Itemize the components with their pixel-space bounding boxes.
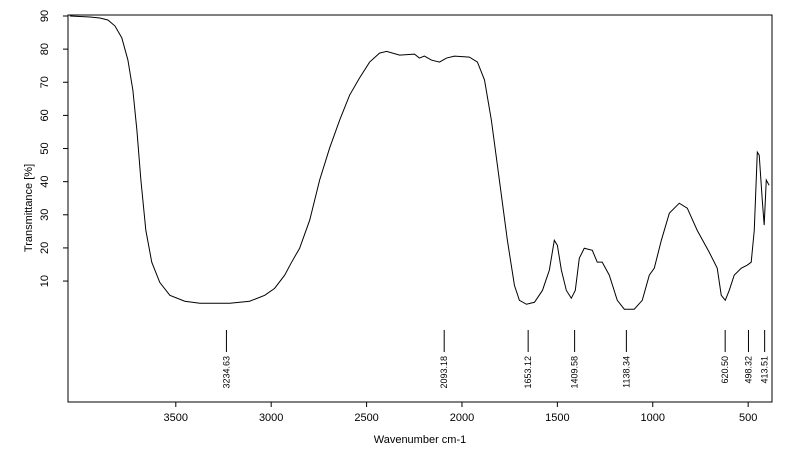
peak-label: 1653.12	[523, 356, 533, 389]
y-tick-label: 40	[39, 176, 51, 188]
y-tick-label: 20	[39, 242, 51, 254]
y-tick-label: 90	[39, 10, 51, 22]
x-tick-label: 3000	[259, 412, 283, 424]
x-tick-label: 1000	[641, 412, 665, 424]
y-tick-label: 80	[39, 43, 51, 55]
x-tick-label: 500	[739, 412, 757, 424]
y-tick-label: 10	[39, 275, 51, 287]
peak-label: 620.50	[720, 356, 730, 384]
peak-label: 1409.58	[570, 356, 580, 389]
x-axis-label: Wavenumber cm-1	[374, 434, 467, 446]
y-axis-label: Transmittance [%]	[23, 164, 35, 252]
peak-label: 413.51	[760, 356, 770, 384]
x-tick-label: 2500	[354, 412, 378, 424]
plot-frame	[67, 14, 773, 403]
spectrum-line	[69, 15, 770, 310]
y-tick-label: 50	[39, 142, 51, 154]
peak-label: 498.32	[743, 356, 753, 384]
y-tick-label: 60	[39, 109, 51, 121]
x-tick-label: 2000	[450, 412, 474, 424]
y-tick-label: 30	[39, 209, 51, 221]
peak-label: 2093.18	[439, 356, 449, 389]
y-tick-label: 70	[39, 76, 51, 88]
peak-label: 3234.63	[221, 356, 231, 389]
peak-label: 1138.34	[621, 356, 631, 388]
x-tick-label: 3500	[164, 412, 188, 424]
x-tick-label: 1500	[545, 412, 569, 424]
